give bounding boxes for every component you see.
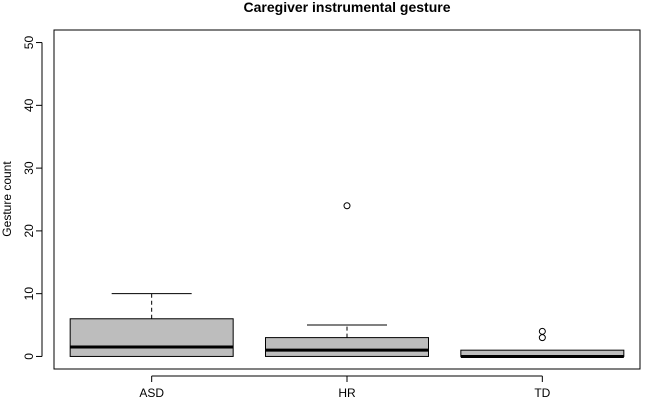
y-tick-label: 40 [22,98,36,112]
outlier-point [538,334,546,342]
y-tick-label: 20 [22,224,36,238]
x-axis: ASD HR TD [139,375,551,400]
y-tick-label: 10 [22,287,36,301]
x-tick-label: TD [534,386,550,400]
outlier-point [343,202,351,210]
y-tick-label: 30 [22,161,36,175]
boxes-group [69,202,625,358]
chart-title: Caregiver instrumental gesture [244,0,451,15]
box-asd [69,318,234,357]
plot-frame [53,29,641,370]
y-tick-label: 50 [22,36,36,50]
outlier-point [538,327,546,335]
y-axis-label: Gesture count [0,161,14,237]
y-axis: 0 10 20 30 40 50 [22,36,43,360]
box-hr [265,337,429,357]
y-tick-label: 0 [22,353,36,360]
x-tick-label: HR [338,386,356,400]
x-tick-label: ASD [139,386,164,400]
